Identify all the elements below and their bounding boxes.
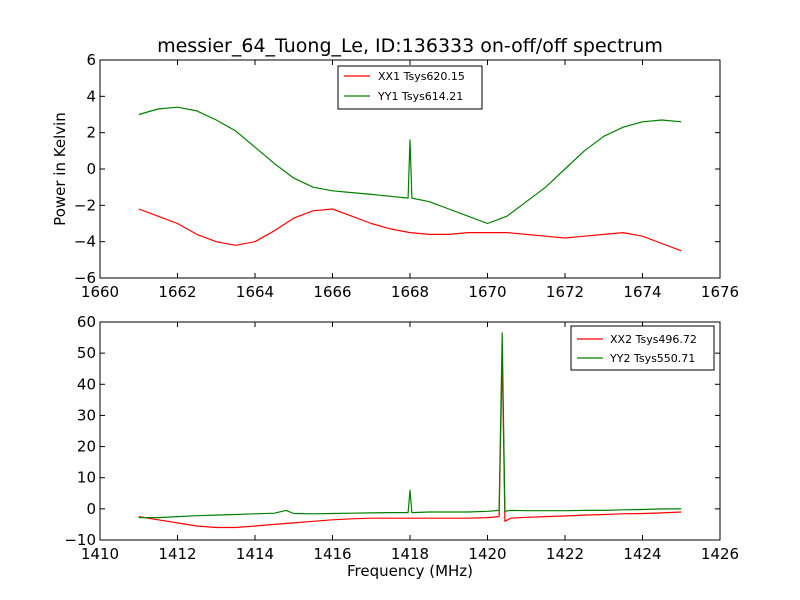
y-tick-label: −4 xyxy=(74,233,96,251)
x-tick-label: 1422 xyxy=(546,545,584,563)
y-axis-label: Power in Kelvin xyxy=(51,112,69,226)
y-tick-label: 60 xyxy=(77,313,96,331)
x-tick-label: 1410 xyxy=(81,545,119,563)
bottom-legend: XX2 Tsys496.72 YY2 Tsys550.71 xyxy=(570,325,715,371)
y-tick-label: −6 xyxy=(74,269,96,287)
x-tick-label: 1674 xyxy=(623,283,661,301)
y-tick-label: 0 xyxy=(86,160,96,178)
x-axis-label: Frequency (MHz) xyxy=(347,562,473,580)
y-tick-label: 20 xyxy=(77,438,96,456)
y-tick-label: −2 xyxy=(74,196,96,214)
top-legend-box xyxy=(337,65,483,110)
y-tick-label: 50 xyxy=(77,344,96,362)
top-legend: XX1 Tsys620.15 YY1 Tsys614.21 xyxy=(337,65,483,110)
x-tick-label: 1424 xyxy=(623,545,661,563)
x-tick-label: 1416 xyxy=(313,545,351,563)
series-line-xx2 xyxy=(138,352,682,529)
x-tick-label: 1670 xyxy=(468,283,506,301)
x-tick-label: 1676 xyxy=(701,283,739,301)
y-tick-label: −10 xyxy=(64,531,96,549)
x-tick-label: 1662 xyxy=(158,283,196,301)
series-line-yy1 xyxy=(138,106,682,225)
chart-title: messier_64_Tuong_Le, ID:136333 on-off/of… xyxy=(157,35,663,57)
legend-label-xx2: XX2 Tsys496.72 xyxy=(610,333,697,346)
x-tick-label: 1412 xyxy=(158,545,196,563)
y-tick-label: 40 xyxy=(77,375,96,393)
x-tick-label: 1414 xyxy=(236,545,274,563)
x-tick-label: 1668 xyxy=(391,283,429,301)
legend-label-xx1: XX1 Tsys620.15 xyxy=(378,70,465,83)
y-tick-label: 4 xyxy=(86,87,96,105)
bottom-legend-box xyxy=(570,325,715,371)
series-line-xx1 xyxy=(138,208,682,252)
x-tick-label: 1672 xyxy=(546,283,584,301)
x-tick-label: 1664 xyxy=(236,283,274,301)
legend-label-yy2: YY2 Tsys550.71 xyxy=(609,352,695,365)
top-ticks-layer: 1660 1662 1664 1666 1668 1670 1672 1674 1676 −6 −4… xyxy=(74,51,739,301)
bottom-ticks-layer: 1410 1412 1414 1416 1418 1420 1422 1424 1426 −10 0… xyxy=(64,313,739,563)
x-tick-label: 1420 xyxy=(468,545,506,563)
y-tick-label: 30 xyxy=(77,406,96,424)
x-tick-label: 1426 xyxy=(701,545,739,563)
bottom-series-layer xyxy=(138,332,682,529)
legend-label-yy1: YY1 Tsys614.21 xyxy=(377,90,463,103)
x-tick-label: 1418 xyxy=(391,545,429,563)
y-tick-label: 6 xyxy=(86,51,96,69)
x-tick-label: 1660 xyxy=(81,283,119,301)
top-spectrum-chart: messier_64_Tuong_Le, ID:136333 on-off/of… xyxy=(51,35,739,301)
bottom-spectrum-chart: 1410 1412 1414 1416 1418 1420 1422 1424 1426 −10 0… xyxy=(64,313,739,580)
series-line-yy2 xyxy=(138,332,682,519)
top-series-layer xyxy=(138,106,682,252)
y-tick-label: 10 xyxy=(77,469,96,487)
y-tick-label: 2 xyxy=(86,124,96,142)
y-tick-label: 0 xyxy=(86,500,96,518)
x-tick-label: 1666 xyxy=(313,283,351,301)
